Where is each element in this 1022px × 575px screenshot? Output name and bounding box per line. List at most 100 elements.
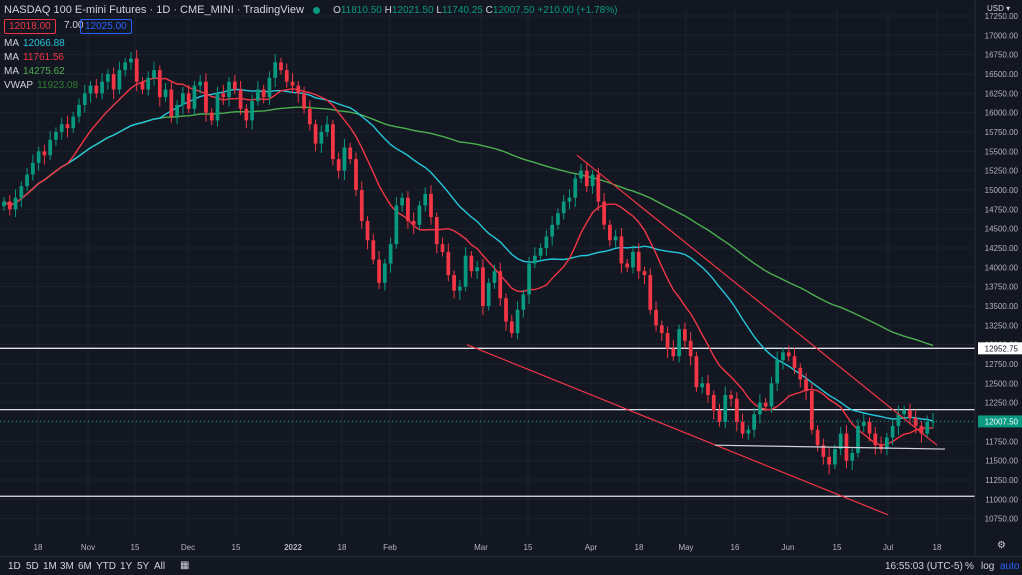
candle-body [440,244,445,252]
price-chart[interactable]: 10750.00 11000.00 11250.00 11500.00 11750.00… [0,0,1022,556]
price-tick-label: 15500.00 [985,147,1019,156]
candle-body [30,162,35,175]
candle-body [152,70,156,78]
candle-body [244,108,249,121]
tf-5y[interactable]: 5Y [137,561,150,572]
tf-1d[interactable]: 1D [8,561,21,572]
trendlines[interactable] [466,154,946,516]
candle-body [394,205,399,245]
tf-all[interactable]: All [154,561,166,572]
tf-1y[interactable]: 1Y [120,561,133,572]
trendline [576,154,938,446]
tf-3m[interactable]: 3M [60,561,74,572]
candle-body [71,116,76,129]
candle-body [740,422,745,434]
trendline [466,344,889,516]
candle-body [279,62,283,71]
candle-body [711,394,716,411]
candle-body [261,89,266,98]
candle-body [273,62,278,78]
tf-5d[interactable]: 5D [26,561,39,572]
time-tick-label: 16 [731,543,740,552]
price-tick-label: 13750.00 [985,283,1019,292]
price-tick-label: 11500.00 [985,457,1018,466]
candle-body [515,309,520,334]
candle-body [786,352,791,357]
time-axis[interactable]: 18 Nov 15 Dec 15 2022 18 Feb Mar 15 Apr 18 May 16 Jun 1… [34,543,942,552]
candle-body [359,190,364,221]
candle-body [683,329,687,341]
currency-label[interactable]: USD ▾ [987,4,1011,13]
price-tick-label: 11250.00 [985,476,1018,485]
candle-body [925,422,930,434]
candle-body [481,267,485,306]
candle-body [752,414,756,430]
legend-ma-fast[interactable]: MA 12066.88 [4,38,65,49]
candle-body [913,418,918,426]
candle-body [388,244,393,264]
ohlc-readout: O11810.50 H12021.50 L11740.25 C12007.50 … [333,5,618,16]
date-range-icon[interactable]: ▦ [180,560,190,571]
candle-body [256,89,260,102]
candle-body [417,205,422,225]
log-toggle[interactable]: log [981,561,995,572]
time-tick-label: 18 [635,543,644,552]
buy-price-button[interactable]: 12025.00 [80,19,132,34]
candles [2,50,935,474]
candle-body [486,282,491,306]
candle-body [336,159,341,171]
candle-body [181,93,185,105]
time-tick-label: 2022 [284,543,302,552]
candle-body [382,263,387,283]
price-tick-label: 16000.00 [985,109,1019,118]
legend-ma-slow[interactable]: MA 14275.62 [4,66,65,77]
candle-body [129,58,133,63]
candle-body [469,255,474,272]
candle-body [250,101,254,121]
price-tick-label: 15000.00 [985,186,1019,195]
candle-body [307,108,312,125]
candle-body [665,333,670,349]
candle-body [734,398,739,422]
time-tick-label: Mar [474,543,488,552]
candle-body [879,445,883,450]
candle-body [867,422,872,434]
candle-body [54,132,58,140]
candle-body [521,294,526,310]
legend-vwap[interactable]: VWAP 11923.08 [4,80,79,91]
chart-header: NASDAQ 100 E-mini Futures · 1D · CME_MIN… [4,4,617,16]
candle-body [619,236,624,264]
tf-1m[interactable]: 1M [43,561,57,572]
candle-body [452,275,456,291]
candle-body [896,414,901,426]
legend-ma-medium[interactable]: MA 11761.56 [4,52,64,63]
symbol-title[interactable]: NASDAQ 100 E-mini Futures · 1D · CME_MIN… [4,4,304,16]
candle-body [238,89,243,109]
tf-ytd[interactable]: YTD [96,561,116,572]
settings-gear-icon[interactable]: ⚙ [997,540,1006,551]
tf-6m[interactable]: 6M [78,561,92,572]
candle-body [209,112,214,121]
percent-toggle[interactable]: % [965,561,974,572]
price-tick-label: 11000.00 [985,495,1018,504]
candle-body [19,186,24,198]
candle-body [82,93,87,105]
sell-price-button[interactable]: 12018.00 [4,19,56,34]
price-axis[interactable]: 10750.00 11000.00 11250.00 11500.00 11750.00… [0,0,1022,556]
candle-body [763,402,768,407]
price-tick-label: 14750.00 [985,205,1019,214]
price-tick-label: 12750.00 [985,360,1019,369]
candle-body [267,77,272,98]
candle-body [602,201,606,225]
candle-body [192,85,197,109]
time-tick-label: 15 [232,543,241,552]
candle-body [729,394,733,399]
candle-body [42,151,47,156]
candle-body [406,197,410,221]
candle-body [608,224,612,241]
candle-body [325,124,329,132]
clock[interactable]: 16:55:03 (UTC-5) [885,561,963,572]
candle-body [227,81,231,98]
time-tick-label: Apr [585,543,598,552]
auto-toggle[interactable]: auto [1000,561,1020,572]
